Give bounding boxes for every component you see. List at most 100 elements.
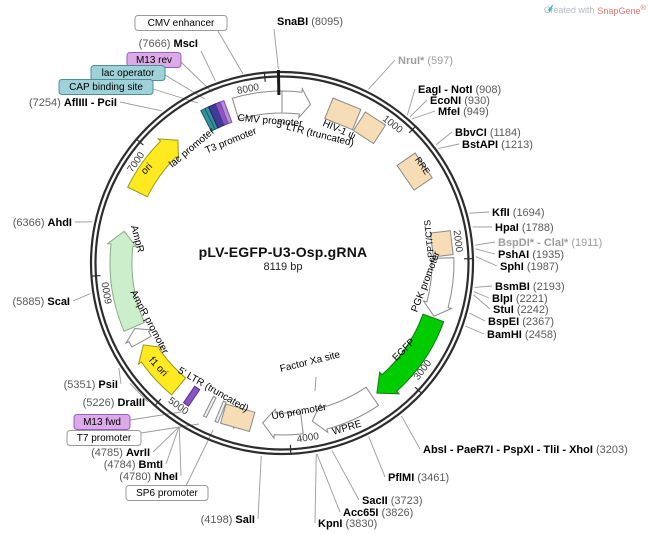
enzyme-label-bstapi[interactable]: BstAPI (1213) xyxy=(462,139,533,151)
leader-kfli xyxy=(469,211,490,214)
m13-fwd-label[interactable]: M13 fwd xyxy=(83,417,121,428)
enzyme-label-acc65i[interactable]: Acc65I (3826) xyxy=(343,507,413,519)
enzyme-label-bsmbi[interactable]: BsmBI (2193) xyxy=(495,281,565,293)
leader-blpi xyxy=(473,291,490,299)
cap-binding-site-label-box[interactable] xyxy=(58,79,154,95)
position-tick-7000 xyxy=(135,138,144,146)
leader-afliii-pcii xyxy=(119,101,162,112)
enzyme-label-afliii-pcii[interactable]: (7254) AflIII - PciI xyxy=(29,97,117,109)
enzyme-label-blpi[interactable]: BlpI (2221) xyxy=(492,293,548,305)
enzyme-label-ahdi[interactable]: (6366) AhdI xyxy=(13,217,72,229)
leader-draiii xyxy=(129,382,149,403)
position-tick-3000 xyxy=(414,386,423,395)
leader-psii xyxy=(118,367,122,385)
five-ltr-truncated-top[interactable] xyxy=(281,87,312,120)
ori-arrow[interactable] xyxy=(127,138,180,198)
snapgene-credit: Created with SnapGene® xyxy=(544,3,646,16)
lac-operator-label[interactable]: lac operator xyxy=(102,68,155,79)
enzyme-label-bmti[interactable]: (4784) BmtI xyxy=(104,459,163,471)
enzyme-label-sali[interactable]: (4198) SalI xyxy=(201,514,255,526)
cppt-cts-label: cPPT/CTS xyxy=(422,219,436,262)
wpre-arrow[interactable] xyxy=(311,386,380,434)
leader-scai xyxy=(72,293,91,302)
rre-box[interactable] xyxy=(396,152,433,191)
ampr-promoter-arrow[interactable] xyxy=(124,327,154,348)
f1-ori-arrow[interactable] xyxy=(137,344,187,396)
t3-promoter-mark[interactable] xyxy=(219,99,233,125)
leader-bsmbi xyxy=(474,285,493,288)
leader-mfei xyxy=(411,110,436,120)
enzyme-label-hpai[interactable]: HpaI (1788) xyxy=(495,222,554,234)
leader-absi-paer7i-pspxi-tlii-xhoi xyxy=(400,415,421,450)
leader-econi xyxy=(409,99,428,118)
enzyme-label-sphi[interactable]: SphI (1987) xyxy=(500,261,559,273)
credit-brand: SnapGene® xyxy=(597,3,646,16)
position-tick-6000 xyxy=(90,274,101,277)
leader-msci xyxy=(200,50,216,81)
enzyme-label-eagi-noti[interactable]: EagI - NotI (908) xyxy=(418,84,501,96)
cppt-cts-box[interactable] xyxy=(429,230,454,258)
enzyme-label-pshai[interactable]: PshAI (1935) xyxy=(498,249,564,261)
leader-pflmi xyxy=(368,436,386,478)
leader-lac-operator-label xyxy=(164,74,206,100)
pgk-promoter-arrow[interactable] xyxy=(422,257,455,317)
hiv1-psi-box-b[interactable] xyxy=(352,111,387,145)
enzyme-label-bspdi-clai[interactable]: BspDI* - ClaI* (1911) xyxy=(498,237,602,249)
t7-promoter-label[interactable]: T7 promoter xyxy=(77,433,132,444)
snapgene-logo-icon xyxy=(544,4,554,13)
enzyme-label-nhei[interactable]: (4780) NheI xyxy=(119,471,178,483)
leader-sphi xyxy=(475,256,498,267)
leader-kpni xyxy=(314,453,317,524)
t7-promoter-label-box[interactable] xyxy=(66,430,142,446)
m13-fwd-label-box[interactable] xyxy=(73,414,131,430)
ampr-arrow[interactable] xyxy=(106,230,145,332)
enzyme-label-bspei[interactable]: BspEI (2367) xyxy=(488,316,554,328)
enzyme-label-pflmi[interactable]: PflMI (3461) xyxy=(388,472,449,484)
sp6-promoter-label-box[interactable] xyxy=(125,485,209,501)
enzyme-label-stui[interactable]: StuI (2242) xyxy=(493,304,549,316)
plasmid-backbone-outer-ring xyxy=(89,70,475,456)
egfp-arrow[interactable] xyxy=(376,313,445,395)
enzyme-label-bbvci[interactable]: BbvCI (1184) xyxy=(455,127,521,139)
cmv-enhancer-label[interactable]: CMV enhancer xyxy=(148,18,215,29)
leader-snabi xyxy=(273,28,279,70)
leader-sali xyxy=(257,455,262,520)
factor-xa-site-label: Factor Xa site xyxy=(279,349,342,375)
enzyme-label-econi[interactable]: EcoNI (930) xyxy=(430,95,490,107)
position-label-2000: 2000 xyxy=(451,229,465,253)
cmv-enhancer-label-box[interactable] xyxy=(134,15,228,31)
plasmid-title-block: pLV-EGFP-U3-Osp.gRNA 8119 bp xyxy=(199,244,368,273)
leader-bamhi xyxy=(465,325,485,335)
enzyme-label-draiii[interactable]: (5226) DraIII xyxy=(83,397,145,409)
enzyme-label-psii[interactable]: (5351) PsiI xyxy=(64,379,118,391)
factor-xa-tick xyxy=(314,376,317,392)
enzyme-label-avrii[interactable]: (4785) AvrII xyxy=(91,447,150,459)
enzyme-label-scai[interactable]: (5885) ScaI xyxy=(13,296,71,308)
enzyme-label-kpni[interactable]: KpnI (3830) xyxy=(318,518,377,530)
enzyme-label-absi-paer7i-pspxi-tlii-xhoi[interactable]: AbsI - PaeR7I - PspXI - TliI - XhoI (320… xyxy=(423,444,628,456)
sp6-promoter-mark[interactable] xyxy=(214,400,227,424)
leader-eagi-noti xyxy=(406,88,416,116)
position-tick-1000 xyxy=(408,125,417,134)
t7-promoter-mark[interactable] xyxy=(202,395,217,419)
u6-promoter-arrow[interactable] xyxy=(262,407,304,440)
enzyme-label-mfei[interactable]: MfeI (949) xyxy=(438,106,489,118)
m13-fwd-mark[interactable] xyxy=(182,385,201,407)
cap-binding-site-label[interactable]: CAP binding site xyxy=(69,82,143,93)
enzyme-label-snabi[interactable]: SnaBI (8095) xyxy=(277,16,343,28)
enzyme-label-nrui[interactable]: NruI* (597) xyxy=(398,55,453,67)
enzyme-label-sacii[interactable]: SacII (3723) xyxy=(362,495,423,507)
leader-bspdi-clai xyxy=(475,241,496,246)
enzyme-label-kfli[interactable]: KflI (1694) xyxy=(492,207,545,219)
m13-rev-label[interactable]: M13 rev xyxy=(136,55,172,66)
leader-sacii xyxy=(331,450,360,501)
hiv1-psi-box-a[interactable] xyxy=(324,97,362,131)
leader-avrii xyxy=(152,426,180,453)
plasmid-backbone-inner-ring xyxy=(94,75,470,451)
enzyme-label-msci[interactable]: (7666) MscI xyxy=(139,38,198,50)
enzyme-label-bamhi[interactable]: BamHI (2458) xyxy=(487,329,557,341)
ltr3-truncated-box[interactable] xyxy=(219,403,256,433)
sp6-promoter-label[interactable]: SP6 promoter xyxy=(136,488,198,499)
